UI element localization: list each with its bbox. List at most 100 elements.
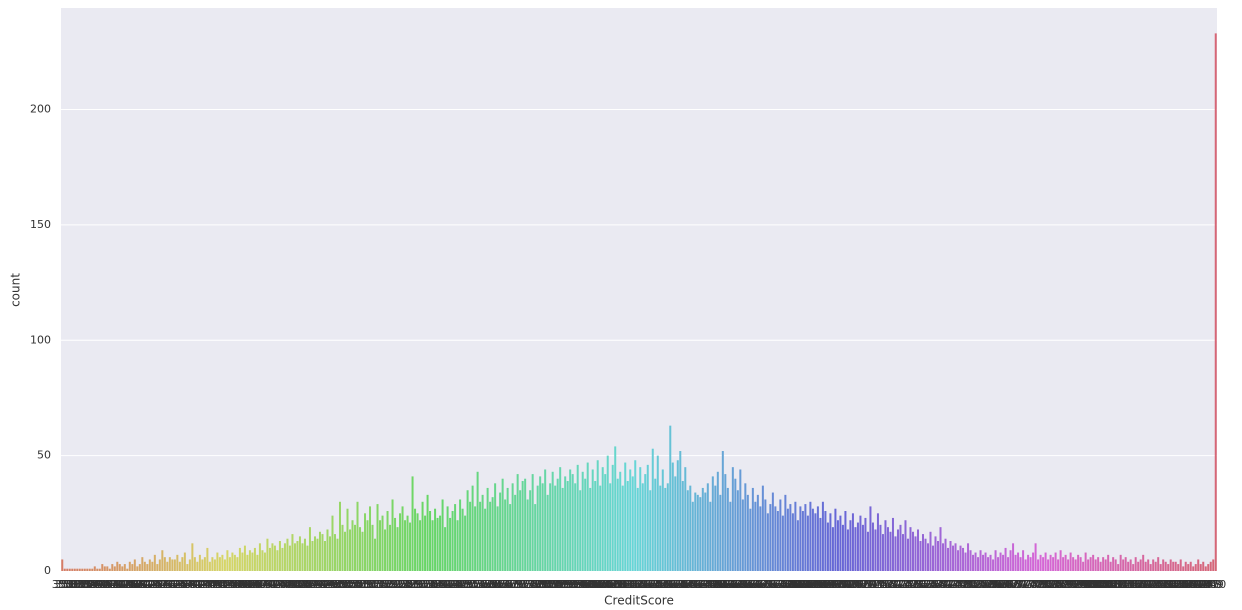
x-tick-label: 483 <box>287 578 308 591</box>
x-tick-label: 673 <box>762 578 783 591</box>
x-tick-label: 520 <box>380 578 401 591</box>
bar <box>809 501 812 571</box>
bar <box>1157 557 1160 571</box>
bar <box>431 520 434 571</box>
x-tick-label: 487 <box>297 578 318 591</box>
bar <box>769 504 772 571</box>
bar <box>183 552 186 571</box>
bar <box>634 460 637 571</box>
bar <box>982 554 985 571</box>
bar <box>841 524 844 571</box>
bar <box>1112 557 1115 571</box>
x-tick-label: 435 <box>167 578 188 591</box>
bar <box>481 494 484 571</box>
bar <box>121 566 124 571</box>
x-tick-label: 730 <box>905 578 926 591</box>
bar <box>551 471 554 571</box>
x-tick-label: 505 <box>342 578 363 591</box>
bar <box>909 527 912 571</box>
x-tick-label: 595 <box>567 578 588 591</box>
x-tick-label: 688 <box>800 578 821 591</box>
x-tick-label: 701 <box>832 578 853 591</box>
x-tick-label: 845 <box>1193 578 1214 591</box>
bar <box>218 557 221 571</box>
bar <box>731 467 734 571</box>
bar <box>93 566 96 571</box>
x-tick-label: 684 <box>790 578 811 591</box>
x-tick-label: 717 <box>872 578 893 591</box>
bar <box>884 520 887 571</box>
x-tick-label: 768 <box>1000 578 1021 591</box>
x-tick-label: 490 <box>304 578 325 591</box>
bar <box>849 520 852 571</box>
x-tick-label: 612 <box>610 578 631 591</box>
bar <box>554 485 557 571</box>
bar <box>694 492 697 571</box>
bar <box>992 559 995 571</box>
bar <box>589 487 592 571</box>
x-tick-label: 606 <box>595 578 616 591</box>
x-tick-label: 640 <box>680 578 701 591</box>
x-tick-label: 700 <box>830 578 851 591</box>
x-tick-label: 766 <box>995 578 1016 591</box>
x-tick-label: 841 <box>1183 578 1204 591</box>
x-tick-label: 812 <box>1110 578 1131 591</box>
x-tick-label: 495 <box>317 578 338 591</box>
x-tick-label: 771 <box>1008 578 1029 591</box>
x-tick-label: 603 <box>587 578 608 591</box>
bar <box>1039 554 1042 571</box>
x-tick-label: 687 <box>797 578 818 591</box>
x-tick-label: 690 <box>805 578 826 591</box>
x-tick-label: 729 <box>902 578 923 591</box>
bar <box>1132 564 1135 571</box>
bar <box>1167 564 1170 571</box>
bar <box>901 534 904 571</box>
bar <box>1174 561 1177 571</box>
x-tick-label: 513 <box>362 578 383 591</box>
x-tick-label: 413 <box>112 578 133 591</box>
bar <box>411 476 414 571</box>
bar <box>776 511 779 571</box>
x-tick-label: 677 <box>772 578 793 591</box>
x-tick-label: 836 <box>1170 578 1191 591</box>
bar <box>409 522 412 571</box>
x-tick-label: 423 <box>137 578 158 591</box>
bar <box>1047 559 1050 571</box>
x-tick-label: 617 <box>622 578 643 591</box>
bar <box>1012 543 1015 571</box>
bar <box>526 499 529 571</box>
x-tick-label: 448 <box>199 578 220 591</box>
x-tick-label: 693 <box>812 578 833 591</box>
bar <box>268 547 271 571</box>
x-tick-label: 696 <box>820 578 841 591</box>
x-tick-label: 473 <box>262 578 283 591</box>
bar <box>609 483 612 571</box>
bar <box>369 506 372 571</box>
bar <box>764 499 767 571</box>
x-tick-label: 373 <box>69 578 90 591</box>
bar <box>886 527 889 571</box>
bar <box>1017 552 1020 571</box>
bar <box>1102 557 1105 571</box>
bar <box>333 534 336 571</box>
bar <box>421 501 424 571</box>
x-tick-label: 731 <box>907 578 928 591</box>
x-tick-label: 807 <box>1098 578 1119 591</box>
x-tick-label: 691 <box>807 578 828 591</box>
bar <box>441 499 444 571</box>
bar <box>223 559 226 571</box>
x-tick-label: 455 <box>217 578 238 591</box>
bar <box>384 529 387 571</box>
x-tick-label: 810 <box>1105 578 1126 591</box>
x-tick-label: 815 <box>1118 578 1139 591</box>
x-tick-label: 585 <box>542 578 563 591</box>
bar <box>724 474 727 571</box>
bar <box>464 515 467 571</box>
bar <box>1082 561 1085 571</box>
x-tick-label: 850 <box>1205 578 1226 591</box>
x-tick-label: 577 <box>522 578 543 591</box>
bar <box>394 517 397 571</box>
bar <box>1152 559 1155 571</box>
bar <box>1054 552 1057 571</box>
